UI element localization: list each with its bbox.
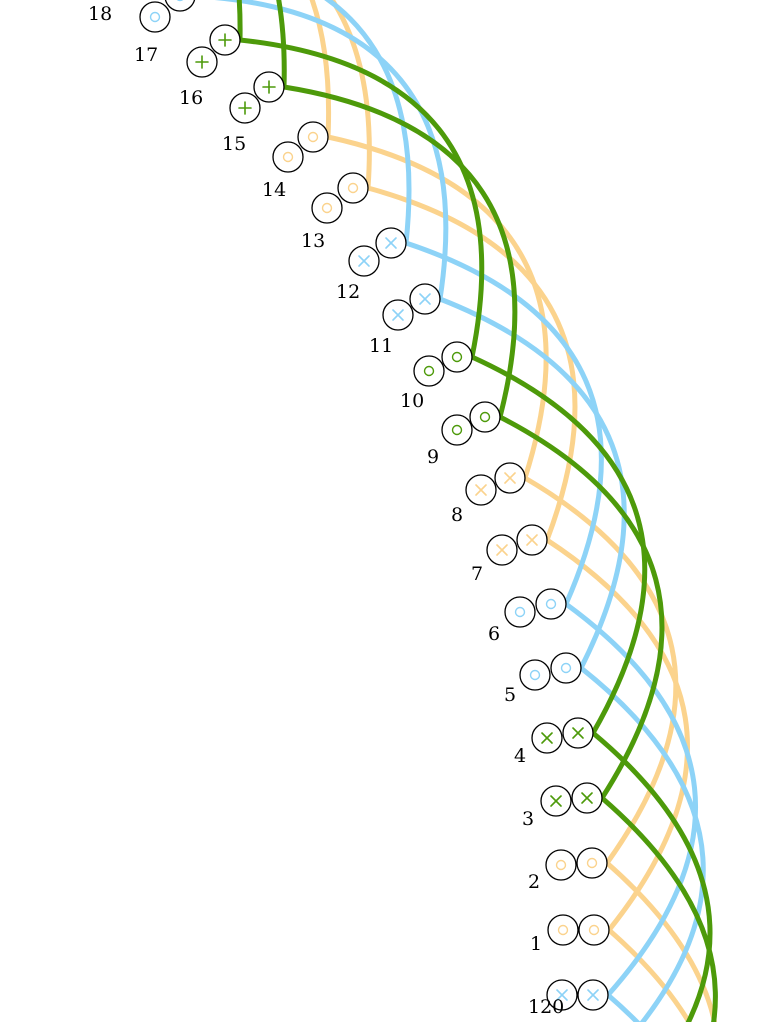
slot-circle-inner [441, 414, 473, 446]
slot-label: 3 [522, 808, 534, 830]
slot-label: 5 [504, 684, 516, 706]
slot-label: 18 [88, 3, 112, 25]
coil-arc [281, 84, 518, 420]
slot-circle-outer [550, 652, 582, 684]
slot-circle-outer [578, 914, 610, 946]
slot-label: 9 [427, 446, 439, 468]
slot-label: 12 [336, 281, 360, 303]
coil-arc [605, 992, 641, 1022]
orange-phase-arcs [309, 0, 717, 1022]
coil-arc [522, 475, 679, 866]
slot-label: 7 [471, 563, 483, 585]
slot-pair [272, 121, 329, 173]
coil-arc [606, 927, 692, 1022]
coil-arc [604, 860, 717, 1022]
slot-label: 15 [222, 133, 246, 155]
coil-arc [329, 0, 372, 191]
slot-circle-inner [311, 192, 343, 224]
coil-arc [276, 0, 287, 90]
slot-circle-outer [297, 121, 329, 153]
slot-pair [229, 71, 285, 124]
slot-pair [311, 172, 369, 224]
slot-circle-inner [272, 141, 304, 173]
slot-circle-inner [545, 849, 577, 881]
slot-label: 2 [528, 871, 540, 893]
slot-pair [186, 24, 241, 78]
coil-arc [213, 0, 449, 302]
slot-pair [547, 914, 610, 946]
slot-label: 4 [514, 745, 526, 767]
slot-pair [413, 341, 473, 387]
slot-pairs [139, 0, 610, 1011]
coil-arc [578, 665, 706, 1022]
coil-arc [309, 0, 332, 140]
slot-circle-outer [469, 401, 501, 433]
coil-arc [590, 730, 713, 1022]
coil-arc [563, 601, 698, 998]
slot-circle-inner [519, 659, 551, 691]
slot-circle-outer [337, 172, 369, 204]
slot-pair [540, 782, 603, 817]
slot-label: 120 [528, 996, 564, 1018]
slot-label: 6 [488, 623, 500, 645]
slot-circle-inner [413, 355, 445, 387]
slot-label: 14 [262, 179, 286, 201]
slot-circle-outer [164, 0, 196, 12]
coil-arc [236, 0, 243, 43]
slot-pair [465, 462, 526, 506]
slot-pair [545, 847, 608, 881]
slot-label: 10 [400, 390, 424, 412]
slot-pair [382, 283, 441, 331]
slot-circle-outer [535, 588, 567, 620]
slot-label: 1 [530, 933, 542, 955]
slot-pair [486, 524, 548, 566]
slot-pair [519, 652, 582, 691]
coil-arc [365, 185, 578, 543]
slot-pair [504, 588, 567, 628]
coil-arc [325, 134, 549, 481]
slot-labels: 18 17 16 15 14 13 12 11 10 9 8 7 6 5 4 3 2 1 120 [88, 3, 564, 1018]
slot-label: 8 [451, 504, 463, 526]
slot-pair [441, 401, 501, 446]
slot-circle-outer [441, 341, 473, 373]
slot-label: 17 [134, 44, 158, 66]
coil-arc [544, 537, 690, 933]
slot-circle-outer [576, 847, 608, 879]
coil-arc [497, 414, 665, 801]
slot-label: 13 [301, 230, 325, 252]
slot-circle-inner [504, 596, 536, 628]
coil-arc [237, 37, 485, 360]
slot-label: 16 [179, 87, 203, 109]
blue-phase-arcs [213, 0, 706, 1022]
coil-arc [599, 795, 718, 1022]
slot-label: 11 [369, 335, 393, 357]
slot-pair [531, 717, 594, 754]
coil-arc [469, 354, 648, 736]
slot-circle-inner [547, 914, 579, 946]
coil-arc [437, 296, 627, 671]
slot-pair [546, 979, 609, 1011]
slot-circle-inner [139, 1, 171, 33]
slot-pair [139, 0, 196, 33]
slot-pair [348, 227, 407, 277]
green-phase-arcs [236, 0, 718, 1022]
coil-arc [324, 0, 412, 246]
coil-arc [403, 240, 604, 607]
